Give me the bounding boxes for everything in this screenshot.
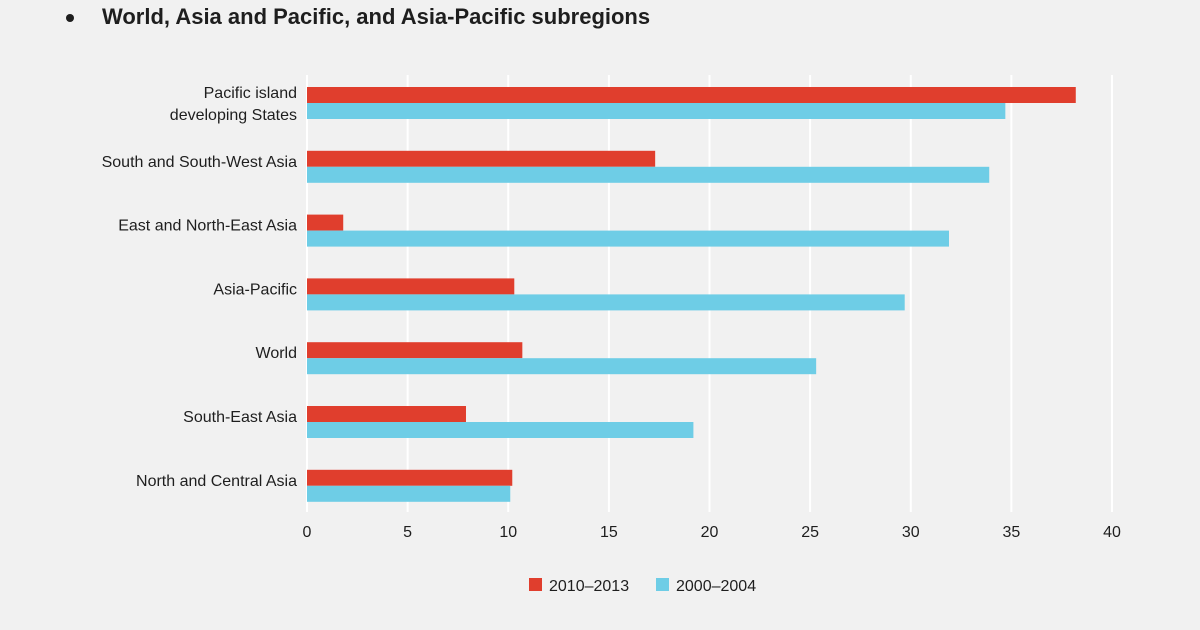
bar-2000-2004-north-and-central-asia <box>307 485 511 502</box>
x-tick-label-30: 30 <box>902 524 920 541</box>
category-label: Asia-Pacific <box>213 281 297 298</box>
bar-2010-2013-south-east-asia <box>307 406 466 422</box>
bar-2000-2004-pacific-island-developing-states <box>307 103 1006 119</box>
grid <box>306 75 1113 512</box>
legend-swatch-2010-2013 <box>529 578 542 591</box>
legend: 2010–2013 2000–2004 <box>529 578 756 595</box>
chart-title: World, Asia and Pacific, and Asia-Pacifi… <box>102 4 650 29</box>
bar-2000-2004-east-and-north-east-asia <box>307 230 949 247</box>
legend-label-2000-2004: 2000–2004 <box>676 578 756 595</box>
category-label: World <box>256 345 298 362</box>
x-tick-label-35: 35 <box>1002 524 1020 541</box>
bar-2010-2013-pacific-island-developing-states <box>307 87 1076 103</box>
x-axis-ticks: 0 5 10 15 20 25 30 35 40 <box>303 524 1121 541</box>
category-label: South-East Asia <box>183 409 297 426</box>
bar-2000-2004-world <box>307 358 817 375</box>
category-label: North and Central Asia <box>136 473 297 490</box>
category-label: Pacific island <box>204 85 297 102</box>
category-labels: Pacific island developing States South and… <box>102 85 297 490</box>
legend-swatch-2000-2004 <box>656 578 669 591</box>
bar-2010-2013-south-and-south-west-asia <box>307 150 656 167</box>
x-tick-label-15: 15 <box>600 524 618 541</box>
x-tick-label-25: 25 <box>801 524 819 541</box>
x-tick-label-0: 0 <box>303 524 312 541</box>
title-bullet-icon <box>66 14 74 22</box>
legend-label-2010-2013: 2010–2013 <box>549 578 629 595</box>
category-label: East and North-East Asia <box>118 218 297 235</box>
x-tick-label-40: 40 <box>1103 524 1121 541</box>
category-label: developing States <box>170 107 297 124</box>
x-tick-label-5: 5 <box>403 524 412 541</box>
x-tick-label-10: 10 <box>499 524 517 541</box>
bar-2010-2013-east-and-north-east-asia <box>307 214 344 231</box>
bar-2000-2004-south-east-asia <box>307 422 694 438</box>
bars <box>307 87 1076 502</box>
bar-2010-2013-asia-pacific <box>307 278 515 295</box>
bar-2000-2004-asia-pacific <box>307 294 905 311</box>
category-label: South and South-West Asia <box>102 154 297 171</box>
bar-2000-2004-south-and-south-west-asia <box>307 166 990 183</box>
x-tick-label-20: 20 <box>701 524 719 541</box>
bar-2010-2013-world <box>307 342 523 359</box>
bar-2010-2013-north-and-central-asia <box>307 469 513 486</box>
